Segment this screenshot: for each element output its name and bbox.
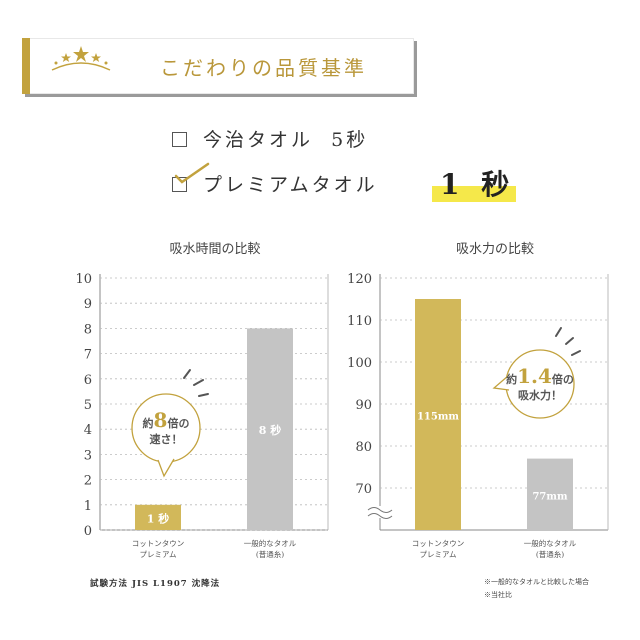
y-tick-label: 5 xyxy=(84,398,92,413)
emphasis-ray xyxy=(198,393,209,397)
emphasis-ray xyxy=(565,337,574,345)
data-label: 77mm xyxy=(532,491,567,502)
callout-line1: 約1.4倍の xyxy=(506,364,574,388)
callout-line1: 約8倍の xyxy=(143,408,190,432)
y-tick-label: 0 xyxy=(84,524,92,539)
callout-tail xyxy=(492,375,510,391)
stars-icon xyxy=(51,46,111,71)
category-label: 一般的なタオル xyxy=(244,538,297,548)
footnote-comparison: ※一般的なタオルと比較した場合 xyxy=(484,578,589,586)
chart1-bars: 1 秒 8 秒 xyxy=(135,328,293,530)
emphasis-ray xyxy=(193,379,204,386)
checkbox-icon xyxy=(172,132,187,147)
line2-value: 1 秒 xyxy=(440,168,516,201)
y-tick-label: 110 xyxy=(347,314,372,329)
category-label: (普通糸) xyxy=(536,549,564,559)
category-label: プレミアム xyxy=(420,550,457,559)
chart1-title: 吸水時間の比較 xyxy=(169,242,261,257)
bar xyxy=(527,458,573,530)
category-label: コットンタウン xyxy=(132,539,185,548)
emphasis-ray xyxy=(555,327,562,337)
bar xyxy=(415,299,461,530)
chart2-gridlines xyxy=(379,274,609,531)
y-tick-label: 70 xyxy=(355,482,372,497)
break-wave xyxy=(367,507,393,513)
line1-label: 今治タオル xyxy=(203,129,314,151)
break-wave xyxy=(367,513,393,519)
comparison-line-imabari: 今治タオル 5秒 xyxy=(172,125,368,152)
line2-label: プレミアムタオル xyxy=(203,174,378,196)
y-tick-label: 6 xyxy=(84,373,92,388)
footnote-company: ※当社比 xyxy=(484,591,512,599)
y-tick-label: 1 xyxy=(84,499,92,514)
bar xyxy=(135,504,181,530)
chart2-title: 吸水力の比較 xyxy=(455,242,534,257)
chart1-tick-labels: 0 1 2 3 4 5 6 7 8 9 10 xyxy=(75,272,92,539)
line1-value: 5秒 xyxy=(331,129,369,151)
data-label: 8 秒 xyxy=(259,423,281,437)
header-banner xyxy=(22,38,414,94)
chart2-tick-labels: 70 80 90 100 110 120 xyxy=(347,272,372,497)
data-label: 115mm xyxy=(417,412,459,423)
category-label: 一般的なタオル xyxy=(524,538,577,548)
break-mask xyxy=(368,506,392,518)
y-tick-label: 100 xyxy=(347,356,372,371)
callout-line2: 吸水力！ xyxy=(518,388,562,402)
checkbox-icon xyxy=(172,177,187,192)
emphasis-ray xyxy=(183,369,191,379)
y-tick-label: 10 xyxy=(75,272,92,287)
axis-break-icon xyxy=(367,506,393,519)
bar xyxy=(247,328,293,530)
chart2-bars: 115mm 77mm xyxy=(415,299,573,530)
y-tick-label: 80 xyxy=(355,440,372,455)
y-tick-label: 8 xyxy=(84,322,92,337)
banner-accent-bar xyxy=(22,38,30,94)
category-label: (普通糸) xyxy=(256,549,284,559)
checkmark-icon xyxy=(174,162,210,184)
category-label: コットンタウン xyxy=(412,539,465,548)
category-label: プレミアム xyxy=(140,550,177,559)
comparison-line-premium: プレミアムタオル xyxy=(172,170,378,197)
y-tick-label: 2 xyxy=(84,474,92,489)
callout-line2: 速さ！ xyxy=(150,432,183,446)
callout-tail xyxy=(157,458,175,478)
highlight-marker xyxy=(432,186,516,202)
y-tick-label: 120 xyxy=(347,272,372,287)
test-method: 試験方法 JIS L1907 沈降法 xyxy=(90,579,221,589)
emphasis-ray xyxy=(571,350,581,356)
y-tick-label: 7 xyxy=(84,348,92,363)
page-title: こだわりの品質基準 xyxy=(160,56,367,80)
y-tick-label: 3 xyxy=(84,448,92,463)
data-label: 1 秒 xyxy=(147,511,169,525)
y-tick-label: 90 xyxy=(355,398,372,413)
y-tick-label: 4 xyxy=(84,423,92,438)
y-tick-label: 9 xyxy=(84,297,92,312)
